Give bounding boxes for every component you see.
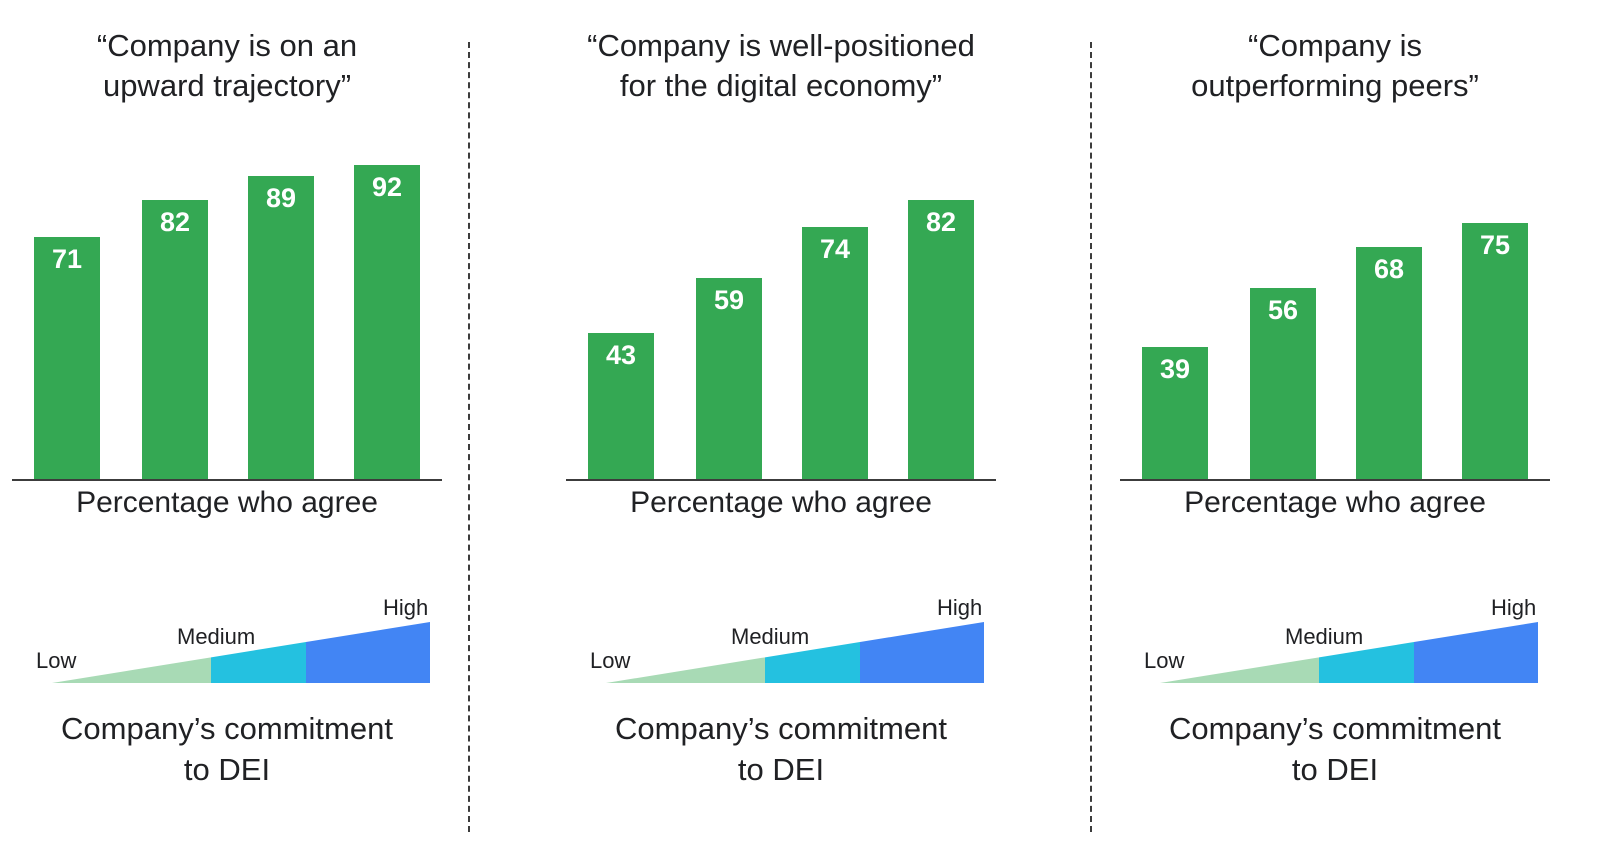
- commitment-caption-line: Company’s commitment: [1169, 711, 1501, 746]
- bar: [1250, 288, 1316, 480]
- chart-title: “Company is outperforming peers”: [1120, 26, 1550, 106]
- scale-label-medium: Medium: [1285, 624, 1364, 649]
- commitment-scale: Low Medium High: [566, 595, 996, 695]
- chart-panel: “Company is well-positioned for the digit…: [566, 0, 996, 846]
- x-axis-label: Percentage who agree: [630, 486, 932, 519]
- scale-segment-medium: [1319, 642, 1414, 683]
- bar-value-label: 92: [371, 172, 403, 202]
- commitment-caption-line: Company’s commitment: [61, 711, 393, 746]
- chart-title-line: “Company is on an: [96, 28, 358, 63]
- bar-value-label: 74: [819, 234, 851, 264]
- commitment-caption-line: Company’s commitment: [615, 711, 947, 746]
- commitment-wedge: [52, 622, 430, 683]
- panel-divider: [468, 42, 470, 832]
- bar: [908, 200, 974, 480]
- scale-label-high: High: [937, 595, 983, 620]
- bar-value-label: 71: [51, 244, 83, 274]
- scale-segment-medium: [765, 642, 860, 683]
- scale-segment-high: [1414, 622, 1538, 683]
- chart-title-line: upward trajectory”: [102, 68, 352, 103]
- commitment-caption-line: to DEI: [1291, 752, 1379, 787]
- bar-value-label: 89: [265, 183, 297, 213]
- commitment-caption: Company’s commitment to DEI: [566, 708, 996, 790]
- bar: [354, 165, 420, 480]
- panel-divider: [1090, 42, 1092, 832]
- plot-area: 39 56 68 75: [1120, 140, 1550, 481]
- commitment-caption-line: to DEI: [183, 752, 271, 787]
- scale-label-low: Low: [36, 648, 77, 673]
- bar-value-label: 82: [925, 207, 957, 237]
- commitment-caption: Company’s commitment to DEI: [12, 708, 442, 790]
- bar-value-label: 39: [1159, 354, 1191, 384]
- scale-segment-low: [52, 657, 211, 683]
- bar-value-label: 68: [1373, 254, 1405, 284]
- bar-value-label: 59: [713, 285, 745, 315]
- bar: [588, 333, 654, 480]
- bar: [1142, 347, 1208, 480]
- bar: [142, 200, 208, 480]
- x-axis-baseline: [566, 479, 996, 481]
- x-axis-label: Percentage who agree: [1184, 486, 1486, 519]
- bar: [1462, 223, 1528, 480]
- chart-title-line: outperforming peers”: [1191, 68, 1479, 103]
- plot-area: 43 59 74 82: [566, 140, 996, 481]
- chart-title-line: for the digital economy”: [619, 68, 943, 103]
- commitment-wedge: [606, 622, 984, 683]
- commitment-scale: Low Medium High: [12, 595, 442, 695]
- bar: [802, 227, 868, 480]
- x-axis-baseline: [1120, 479, 1550, 481]
- commitment-caption-line: to DEI: [737, 752, 825, 787]
- scale-label-high: High: [383, 595, 429, 620]
- chart-title: “Company is well-positioned for the digit…: [566, 26, 996, 106]
- chart-panel: “Company is outperforming peers” 39 56 68 75 P…: [1120, 0, 1550, 846]
- bar-value-label: 75: [1479, 230, 1511, 260]
- scale-segment-high: [306, 622, 430, 683]
- scale-segment-medium: [211, 642, 306, 683]
- scale-label-low: Low: [1144, 648, 1185, 673]
- scale-segment-low: [1160, 657, 1319, 683]
- bar-value-label: 82: [159, 207, 191, 237]
- bar: [1356, 247, 1422, 480]
- scale-segment-low: [606, 657, 765, 683]
- commitment-wedge: [1160, 622, 1538, 683]
- scale-label-medium: Medium: [177, 624, 256, 649]
- scale-segment-high: [860, 622, 984, 683]
- commitment-caption: Company’s commitment to DEI: [1120, 708, 1550, 790]
- chart-title-line: “Company is well-positioned: [587, 28, 975, 63]
- x-axis-baseline: [12, 479, 442, 481]
- scale-label-medium: Medium: [731, 624, 810, 649]
- commitment-scale: Low Medium High: [1120, 595, 1550, 695]
- bar-value-label: 56: [1267, 295, 1299, 325]
- bar-value-label: 43: [605, 340, 637, 370]
- chart-title: “Company is on an upward trajectory”: [12, 26, 442, 106]
- bar: [248, 176, 314, 480]
- chart-panel: “Company is on an upward trajectory” 71 82 8…: [12, 0, 442, 846]
- chart-title-line: “Company is: [1248, 28, 1422, 63]
- scale-label-low: Low: [590, 648, 631, 673]
- plot-area: 71 82 89 92: [12, 140, 442, 481]
- bar: [34, 237, 100, 480]
- bar: [696, 278, 762, 480]
- scale-label-high: High: [1491, 595, 1537, 620]
- x-axis-label: Percentage who agree: [76, 486, 378, 519]
